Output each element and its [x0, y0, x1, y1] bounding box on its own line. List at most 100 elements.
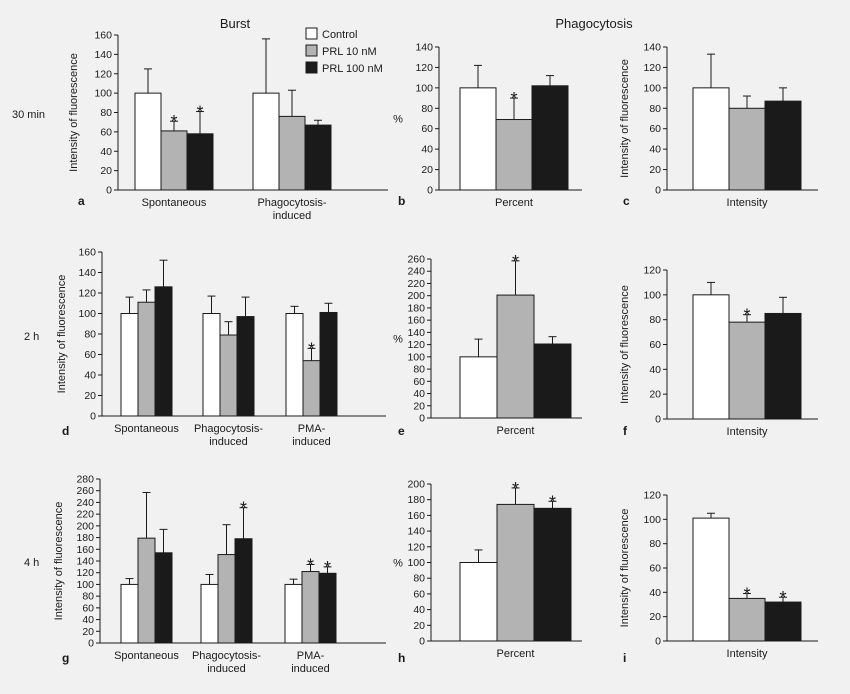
category-label: Intensity: [727, 648, 768, 660]
y-tick-label: 60: [413, 588, 425, 600]
y-axis-label: Intensity of fluorescence: [619, 285, 631, 404]
y-axis-label: Intensity of fluorescence: [68, 53, 80, 172]
y-tick-label: 0: [655, 414, 661, 426]
y-tick-label: 120: [76, 567, 94, 579]
category-label: Phagocytosis-: [257, 197, 326, 209]
y-tick-label: 160: [407, 315, 425, 327]
phagocytosis-header: Phagocytosis: [555, 16, 633, 31]
y-axis-label: Intensity of fluorescence: [53, 502, 65, 621]
category-label: Intensity: [727, 426, 768, 438]
significance-marker: *: [743, 585, 750, 605]
category-label: Percent: [495, 197, 533, 209]
y-tick-label: 0: [88, 638, 94, 650]
y-tick-label: 80: [649, 538, 661, 550]
y-tick-label: 280: [76, 474, 94, 486]
category-label: Spontaneous: [114, 423, 179, 435]
category-label: Spontaneous: [142, 197, 207, 209]
category-label: Phagocytosis-: [192, 650, 261, 662]
panel-letter: i: [623, 651, 626, 665]
y-tick-label: 120: [94, 68, 112, 80]
category-label: PMA-: [298, 423, 326, 435]
bar: [284, 583, 303, 644]
y-tick-label: 120: [407, 541, 425, 553]
bar: [318, 572, 337, 644]
y-tick-label: 120: [643, 265, 661, 277]
y-tick-label: 100: [94, 88, 112, 100]
legend-label-prl-10: PRL 10 nM: [322, 46, 377, 58]
y-tick-label: 40: [82, 614, 94, 626]
bar: [134, 92, 162, 191]
y-tick-label: 160: [78, 247, 96, 259]
bar: [236, 316, 255, 417]
y-tick-label: 0: [90, 411, 96, 423]
panel-b: 0 20 40 60 80 100 120 140% b * Percent: [393, 42, 582, 209]
y-axis-label: %: [393, 558, 403, 570]
legend-label-prl-100: PRL 100 nM: [322, 63, 383, 75]
category-label: Phagocytosis-: [194, 423, 263, 435]
panel-letter: e: [398, 424, 405, 438]
y-tick-label: 240: [407, 266, 425, 278]
y-axis-label: Intensity of fluorescence: [619, 59, 631, 178]
panel-letter: g: [62, 651, 69, 665]
y-tick-label: 40: [84, 370, 96, 382]
y-tick-label: 200: [407, 290, 425, 302]
bar: [692, 517, 730, 642]
significance-marker: *: [308, 339, 315, 359]
y-tick-label: 20: [421, 164, 433, 176]
y-tick-label: 100: [643, 514, 661, 526]
bar: [459, 562, 498, 642]
bar: [160, 130, 188, 191]
y-tick-label: 80: [84, 329, 96, 341]
panel-letter: a: [78, 194, 85, 208]
y-tick-label: 20: [649, 611, 661, 623]
bar: [319, 311, 338, 417]
panel-letter: h: [398, 651, 405, 665]
category-label: induced: [292, 436, 331, 448]
y-tick-label: 20: [100, 165, 112, 177]
y-tick-label: 180: [407, 302, 425, 314]
y-tick-label: 40: [649, 144, 661, 156]
y-tick-label: 100: [78, 308, 96, 320]
category-label: induced: [209, 436, 248, 448]
y-tick-label: 140: [643, 42, 661, 54]
y-tick-label: 120: [643, 62, 661, 74]
bar: [533, 343, 572, 419]
y-tick-label: 20: [82, 626, 94, 638]
y-tick-label: 80: [421, 103, 433, 115]
legend: Control PRL 10 nM PRL 100 nM: [305, 27, 383, 75]
legend-swatch-prl-10: [305, 44, 318, 57]
panel-d: 0 20 40 60 80 100 120 140 160 Intensity of fluore…: [56, 247, 386, 448]
bar: [496, 294, 535, 419]
y-tick-label: 40: [649, 364, 661, 376]
y-tick-label: 100: [407, 351, 425, 363]
category-label: induced: [291, 663, 330, 675]
y-tick-label: 20: [84, 390, 96, 402]
y-tick-label: 220: [407, 278, 425, 290]
y-tick-label: 0: [655, 185, 661, 197]
y-axis-label: %: [393, 334, 403, 346]
bar: [533, 507, 572, 642]
bar: [459, 356, 498, 419]
y-tick-label: 60: [421, 123, 433, 135]
significance-marker: *: [743, 306, 750, 326]
legend-label-control: Control: [322, 29, 357, 41]
y-tick-label: 240: [76, 497, 94, 509]
y-tick-label: 20: [649, 389, 661, 401]
y-tick-label: 200: [76, 520, 94, 532]
bar: [496, 503, 535, 642]
bar: [302, 360, 321, 417]
category-label: induced: [273, 210, 312, 222]
y-tick-label: 0: [427, 185, 433, 197]
y-tick-label: 60: [82, 602, 94, 614]
y-tick-label: 120: [407, 339, 425, 351]
panel-letter: d: [62, 424, 69, 438]
bar: [728, 321, 766, 420]
bar: [234, 538, 253, 644]
category-label: Intensity: [727, 197, 768, 209]
bar: [120, 313, 139, 417]
y-tick-label: 80: [82, 591, 94, 603]
y-tick-label: 120: [415, 62, 433, 74]
bar: [137, 537, 156, 644]
